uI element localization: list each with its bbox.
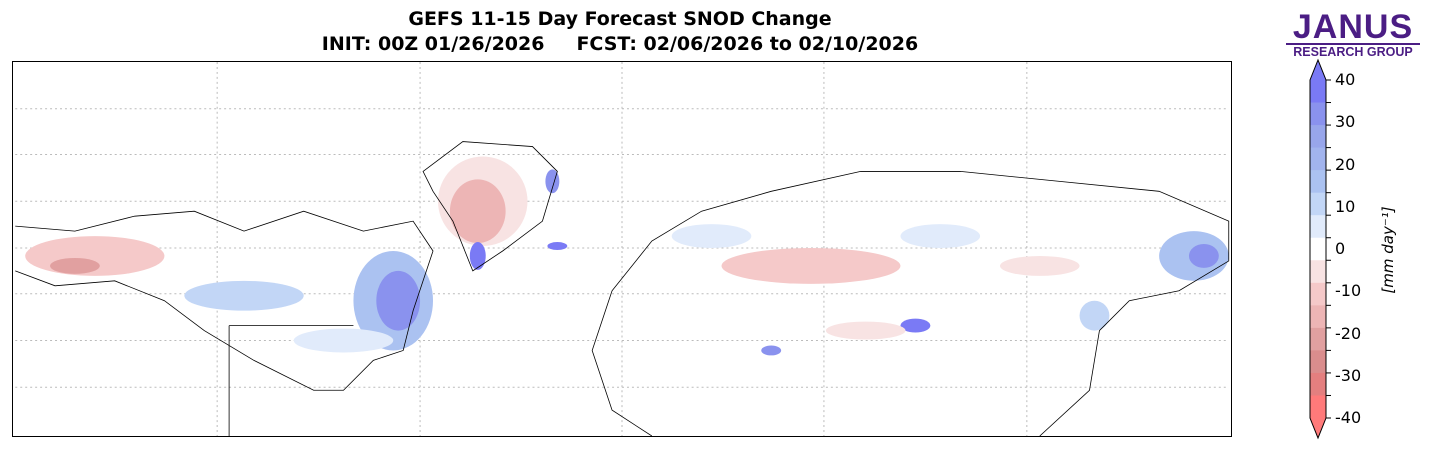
colorbar-bin (1310, 350, 1326, 374)
forecast-period: FCST: 02/06/2026 to 02/10/2026 (576, 33, 919, 55)
colorbar-bin (1310, 125, 1326, 149)
colorbar-bin (1310, 305, 1326, 329)
colorbar-tick-label: -10 (1335, 281, 1362, 301)
colorbar-extend-max (1310, 60, 1326, 80)
colorbar-extend-min (1310, 418, 1326, 438)
colorbar-bin (1310, 192, 1326, 216)
init-time: INIT: 00Z 01/26/2026 (321, 33, 545, 55)
logo-subtitle: RESEARCH GROUP (1293, 45, 1413, 59)
colorbar-bin (1310, 372, 1326, 396)
colorbar-tick-label: -30 (1335, 365, 1362, 385)
janus-logo: JANUS RESEARCH GROUP (1286, 8, 1420, 59)
colorbar-bin (1310, 327, 1326, 351)
colorbar-bin (1310, 215, 1326, 239)
colorbar (1309, 58, 1331, 440)
colorbar-bin (1310, 395, 1326, 419)
colorbar-tick-label: -40 (1335, 408, 1362, 427)
colorbar-bin (1310, 260, 1326, 284)
coastlines (15, 141, 1230, 436)
colorbar-bin (1310, 170, 1326, 194)
colorbar-bin (1310, 147, 1326, 171)
colorbar-tick-label: 10 (1335, 196, 1356, 216)
logo-name: JANUS (1292, 8, 1414, 46)
colorbar-label: [mm day⁻¹] (1379, 206, 1397, 294)
colorbar-tick-label: 40 (1335, 70, 1356, 89)
chart-title: GEFS 11-15 Day Forecast SNOD Change (408, 8, 832, 30)
colorbar-bin (1310, 80, 1326, 104)
anomaly-fields (25, 156, 1229, 356)
gridlines (15, 62, 1229, 436)
snow-depth-change-map (12, 61, 1232, 437)
colorbar-tick-label: -20 (1335, 323, 1362, 343)
colorbar-tick-label: 0 (1335, 239, 1346, 258)
chart-subtitle: INIT: 00Z 01/26/2026 FCST: 02/06/2026 to … (0, 33, 1240, 55)
colorbar-bin (1310, 102, 1326, 126)
colorbar-tick-label: 20 (1335, 154, 1356, 174)
colorbar-bin (1310, 282, 1326, 306)
colorbar-tick-label: 30 (1335, 112, 1356, 132)
colorbar-bin (1310, 237, 1326, 261)
